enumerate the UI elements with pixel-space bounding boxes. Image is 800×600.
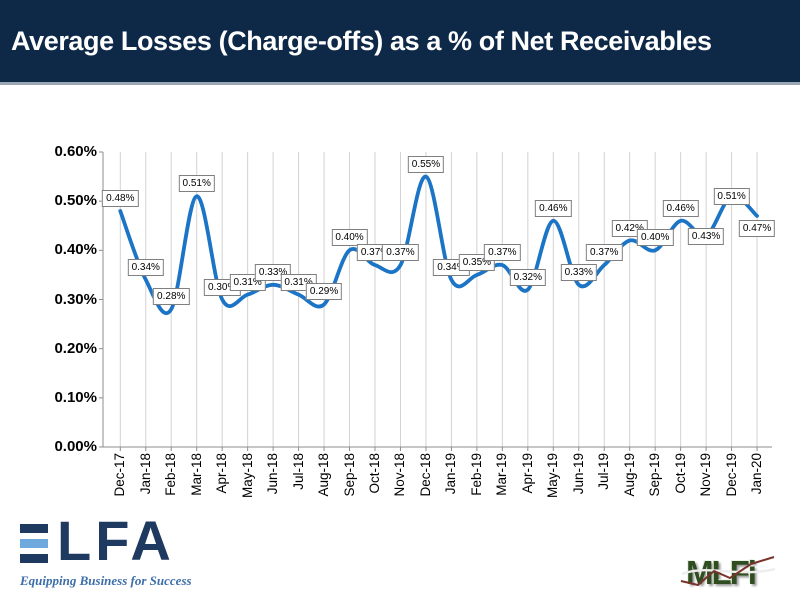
x-axis-tick-label: Sep-18 bbox=[341, 453, 357, 497]
x-axis-tick-label: Jul-19 bbox=[596, 453, 612, 490]
y-axis-tick-label: 0.50% bbox=[54, 192, 97, 210]
x-axis-tick-label: Jun-18 bbox=[265, 453, 281, 495]
data-label: 0.48% bbox=[102, 190, 139, 207]
x-axis-tick-label: May-19 bbox=[545, 453, 561, 499]
x-axis-tick-label: Dec-17 bbox=[112, 453, 128, 497]
x-axis-tick-label: Oct-19 bbox=[672, 453, 688, 494]
x-axis-tick-label: Nov-18 bbox=[392, 453, 408, 497]
x-axis-tick-label: Jun-19 bbox=[570, 453, 586, 495]
x-axis-tick-label: Apr-18 bbox=[214, 453, 230, 494]
mlfi-logo: MLFi bbox=[678, 550, 778, 592]
y-axis-tick-label: 0.40% bbox=[54, 241, 97, 259]
elfa-logo: LFA Equipping Business for Success bbox=[20, 509, 250, 589]
data-label: 0.43% bbox=[687, 227, 725, 245]
y-axis-tick-label: 0.60% bbox=[54, 143, 97, 160]
x-axis-tick-label: Jan-20 bbox=[749, 453, 765, 495]
data-label: 0.33% bbox=[560, 263, 597, 281]
x-axis-tick-label: Dec-19 bbox=[723, 453, 739, 497]
data-label: 0.37% bbox=[484, 244, 521, 262]
x-axis-tick-label: Jul-18 bbox=[290, 453, 306, 490]
y-axis-tick-label: 0.10% bbox=[54, 388, 97, 406]
data-label: 0.51% bbox=[178, 175, 215, 193]
data-label: 0.37% bbox=[382, 244, 419, 262]
data-label: 0.51% bbox=[713, 188, 750, 206]
x-axis-tick-label: Mar-19 bbox=[494, 453, 510, 496]
x-axis-tick-label: Jan-18 bbox=[137, 453, 153, 495]
data-label: 0.40% bbox=[331, 229, 368, 247]
page-title: Average Losses (Charge-offs) as a % of N… bbox=[11, 25, 712, 56]
x-axis-tick-label: Jan-19 bbox=[443, 453, 459, 495]
x-axis-tick-label: Mar-18 bbox=[188, 453, 204, 496]
data-label: 0.47% bbox=[738, 219, 776, 237]
x-axis-tick-label: Feb-19 bbox=[468, 453, 484, 496]
x-axis-tick-label: Aug-19 bbox=[621, 453, 637, 497]
data-label: 0.46% bbox=[662, 199, 699, 217]
x-axis-tick-label: Apr-19 bbox=[519, 453, 535, 494]
data-label: 0.29% bbox=[305, 283, 343, 301]
y-axis-tick-label: 0.20% bbox=[54, 339, 97, 357]
data-label: 0.28% bbox=[153, 288, 190, 306]
elfa-letters: LFA bbox=[57, 509, 175, 572]
x-axis-tick-label: Sep-19 bbox=[647, 453, 663, 497]
data-label: 0.46% bbox=[535, 199, 572, 217]
elfa-tagline: Equipping Business for Success bbox=[20, 573, 192, 588]
elfa-e-icon bbox=[20, 524, 48, 569]
title-bar: Average Losses (Charge-offs) as a % of N… bbox=[0, 0, 800, 85]
data-label: 0.40% bbox=[636, 229, 674, 247]
mlfi-chartline-icon bbox=[680, 556, 776, 587]
x-axis-tick-label: Aug-18 bbox=[316, 453, 332, 497]
x-axis-tick-label: May-18 bbox=[239, 453, 255, 499]
x-axis-tick-label: Feb-18 bbox=[163, 453, 179, 496]
x-axis-tick-label: Oct-18 bbox=[367, 453, 382, 494]
data-label: 0.34% bbox=[127, 258, 164, 276]
data-label: 0.37% bbox=[586, 244, 623, 262]
y-axis-tick-label: 0.30% bbox=[54, 290, 97, 308]
data-label: 0.32% bbox=[509, 268, 546, 286]
x-axis-tick-label: Dec-18 bbox=[417, 453, 433, 497]
y-axis-tick-label: 0.00% bbox=[54, 438, 97, 455]
x-axis-tick-label: Nov-19 bbox=[698, 453, 714, 497]
data-label: 0.55% bbox=[407, 155, 445, 173]
